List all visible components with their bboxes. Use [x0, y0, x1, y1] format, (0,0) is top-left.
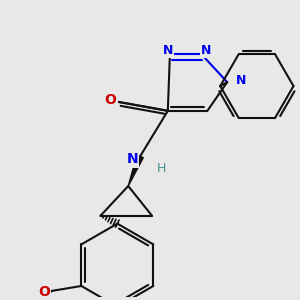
- Polygon shape: [128, 155, 143, 186]
- Text: N: N: [236, 74, 246, 87]
- Text: O: O: [38, 285, 50, 299]
- Text: H: H: [157, 162, 167, 175]
- Text: N: N: [126, 152, 138, 166]
- Text: O: O: [104, 93, 116, 107]
- Text: N: N: [201, 44, 212, 57]
- Text: N: N: [163, 44, 173, 57]
